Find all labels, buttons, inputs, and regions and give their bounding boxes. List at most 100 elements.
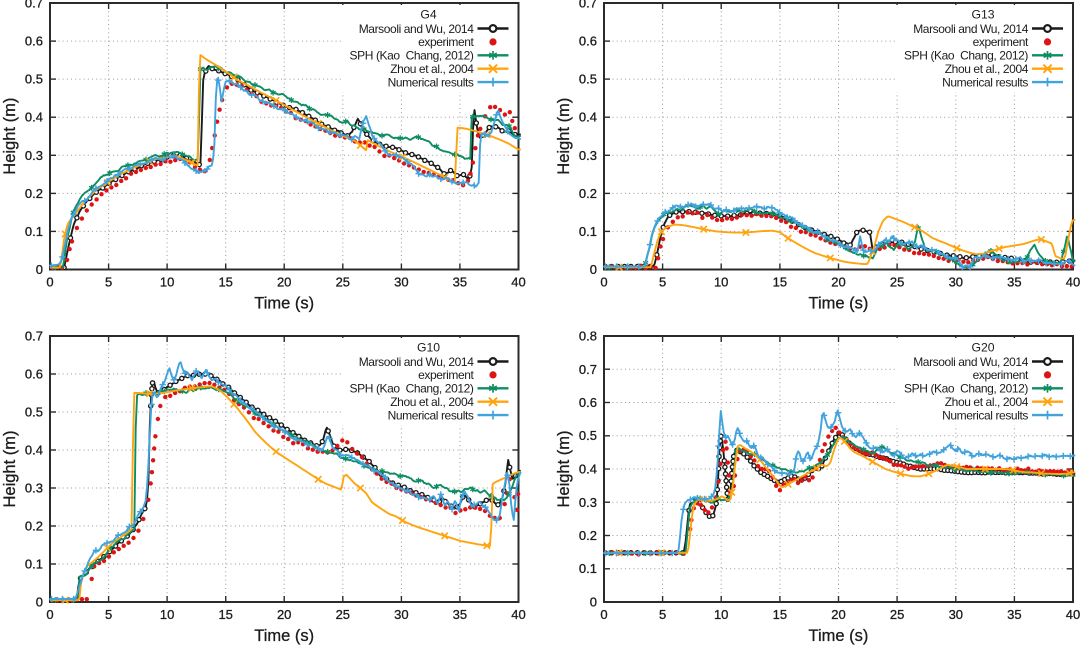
svg-text:0.3: 0.3: [579, 495, 597, 510]
svg-text:0.6: 0.6: [579, 395, 597, 410]
svg-text:15: 15: [773, 275, 787, 290]
svg-text:Time (s): Time (s): [254, 295, 314, 313]
svg-text:0: 0: [46, 607, 53, 622]
svg-text:Time (s): Time (s): [254, 627, 314, 645]
svg-text:G4: G4: [420, 8, 436, 22]
svg-text:35: 35: [453, 607, 467, 622]
svg-text:5: 5: [659, 275, 666, 290]
svg-text:10: 10: [160, 607, 174, 622]
svg-text:0.5: 0.5: [579, 428, 597, 443]
svg-text:0: 0: [590, 262, 597, 277]
svg-text:5: 5: [659, 607, 666, 622]
svg-text:35: 35: [1007, 607, 1021, 622]
svg-text:35: 35: [453, 275, 467, 290]
svg-text:0: 0: [590, 595, 597, 610]
svg-text:0.4: 0.4: [579, 110, 597, 125]
svg-text:G13: G13: [971, 8, 994, 22]
svg-text:0.4: 0.4: [579, 462, 597, 477]
svg-text:0.6: 0.6: [25, 34, 43, 49]
svg-text:Height (m): Height (m): [1, 430, 19, 507]
svg-text:G20: G20: [971, 341, 994, 355]
svg-text:0.2: 0.2: [25, 186, 43, 201]
svg-text:experiment: experiment: [973, 35, 1029, 49]
svg-text:40: 40: [1066, 607, 1080, 622]
svg-text:Numerical results: Numerical results: [942, 75, 1028, 89]
svg-text:30: 30: [949, 275, 963, 290]
svg-text:SPH (Kao Chang, 2012): SPH (Kao Chang, 2012): [350, 49, 474, 63]
svg-text:20: 20: [277, 275, 291, 290]
svg-text:experiment: experiment: [973, 368, 1029, 382]
svg-text:Marsooli and Wu, 2014: Marsooli and Wu, 2014: [359, 22, 475, 36]
svg-text:10: 10: [160, 275, 174, 290]
svg-text:0.1: 0.1: [579, 561, 597, 576]
svg-text:0.7: 0.7: [25, 329, 43, 344]
svg-text:0.4: 0.4: [25, 443, 43, 458]
svg-text:30: 30: [949, 607, 963, 622]
svg-text:5: 5: [105, 275, 112, 290]
svg-text:5: 5: [105, 607, 112, 622]
svg-text:0.6: 0.6: [25, 367, 43, 382]
svg-text:Time (s): Time (s): [809, 295, 869, 313]
svg-text:Marsooli and Wu, 2014: Marsooli and Wu, 2014: [913, 22, 1029, 36]
svg-text:Numerical results: Numerical results: [942, 408, 1028, 422]
svg-text:35: 35: [1007, 275, 1021, 290]
svg-text:Marsooli and Wu, 2014: Marsooli and Wu, 2014: [359, 355, 475, 369]
svg-text:30: 30: [394, 275, 408, 290]
svg-text:0: 0: [36, 262, 43, 277]
svg-text:Marsooli and Wu, 2014: Marsooli and Wu, 2014: [913, 355, 1029, 369]
svg-text:25: 25: [890, 607, 904, 622]
svg-text:SPH (Kao Chang, 2012): SPH (Kao Chang, 2012): [904, 382, 1028, 396]
svg-text:G10: G10: [417, 341, 440, 355]
svg-text:25: 25: [890, 275, 904, 290]
svg-text:20: 20: [831, 607, 845, 622]
svg-text:Zhou et al., 2004: Zhou et al., 2004: [945, 395, 1029, 409]
svg-text:Height (m): Height (m): [555, 430, 573, 507]
svg-text:0.5: 0.5: [579, 72, 597, 87]
svg-text:0.2: 0.2: [579, 186, 597, 201]
svg-text:40: 40: [1066, 275, 1080, 290]
svg-text:Zhou et al., 2004: Zhou et al., 2004: [945, 62, 1029, 76]
svg-text:0.3: 0.3: [25, 481, 43, 496]
svg-text:25: 25: [336, 275, 350, 290]
svg-text:40: 40: [511, 607, 525, 622]
svg-text:0.5: 0.5: [25, 72, 43, 87]
svg-text:0.6: 0.6: [579, 34, 597, 49]
svg-text:10: 10: [714, 275, 728, 290]
svg-text:0.3: 0.3: [25, 148, 43, 163]
svg-text:Time (s): Time (s): [809, 627, 869, 645]
svg-text:0.2: 0.2: [25, 519, 43, 534]
svg-text:Zhou et al., 2004: Zhou et al., 2004: [390, 395, 474, 409]
svg-text:Height (m): Height (m): [555, 98, 573, 175]
svg-text:SPH (Kao Chang, 2012): SPH (Kao Chang, 2012): [350, 382, 474, 396]
svg-text:0.2: 0.2: [579, 528, 597, 543]
svg-text:40: 40: [511, 275, 525, 290]
svg-text:0.7: 0.7: [579, 362, 597, 377]
svg-text:15: 15: [218, 275, 232, 290]
svg-text:Numerical results: Numerical results: [388, 75, 474, 89]
svg-text:experiment: experiment: [418, 368, 474, 382]
svg-text:20: 20: [831, 275, 845, 290]
svg-text:0.5: 0.5: [25, 405, 43, 420]
svg-text:0: 0: [46, 275, 53, 290]
svg-text:10: 10: [714, 607, 728, 622]
svg-text:15: 15: [218, 607, 232, 622]
svg-text:0: 0: [36, 595, 43, 610]
svg-text:0.4: 0.4: [25, 110, 43, 125]
svg-text:0: 0: [600, 607, 607, 622]
svg-text:0.7: 0.7: [25, 0, 43, 11]
svg-text:0.8: 0.8: [579, 329, 597, 344]
svg-text:experiment: experiment: [418, 35, 474, 49]
svg-text:0.3: 0.3: [579, 148, 597, 163]
svg-text:Height (m): Height (m): [1, 98, 19, 175]
svg-text:Zhou et al., 2004: Zhou et al., 2004: [390, 62, 474, 76]
svg-text:0.1: 0.1: [25, 224, 43, 239]
svg-text:30: 30: [394, 607, 408, 622]
svg-text:25: 25: [336, 607, 350, 622]
svg-text:SPH (Kao Chang, 2012): SPH (Kao Chang, 2012): [904, 49, 1028, 63]
svg-text:0.1: 0.1: [25, 557, 43, 572]
svg-text:0.1: 0.1: [579, 224, 597, 239]
svg-text:20: 20: [277, 607, 291, 622]
svg-text:Numerical results: Numerical results: [388, 408, 474, 422]
svg-text:0: 0: [600, 275, 607, 290]
svg-text:0.7: 0.7: [579, 0, 597, 11]
